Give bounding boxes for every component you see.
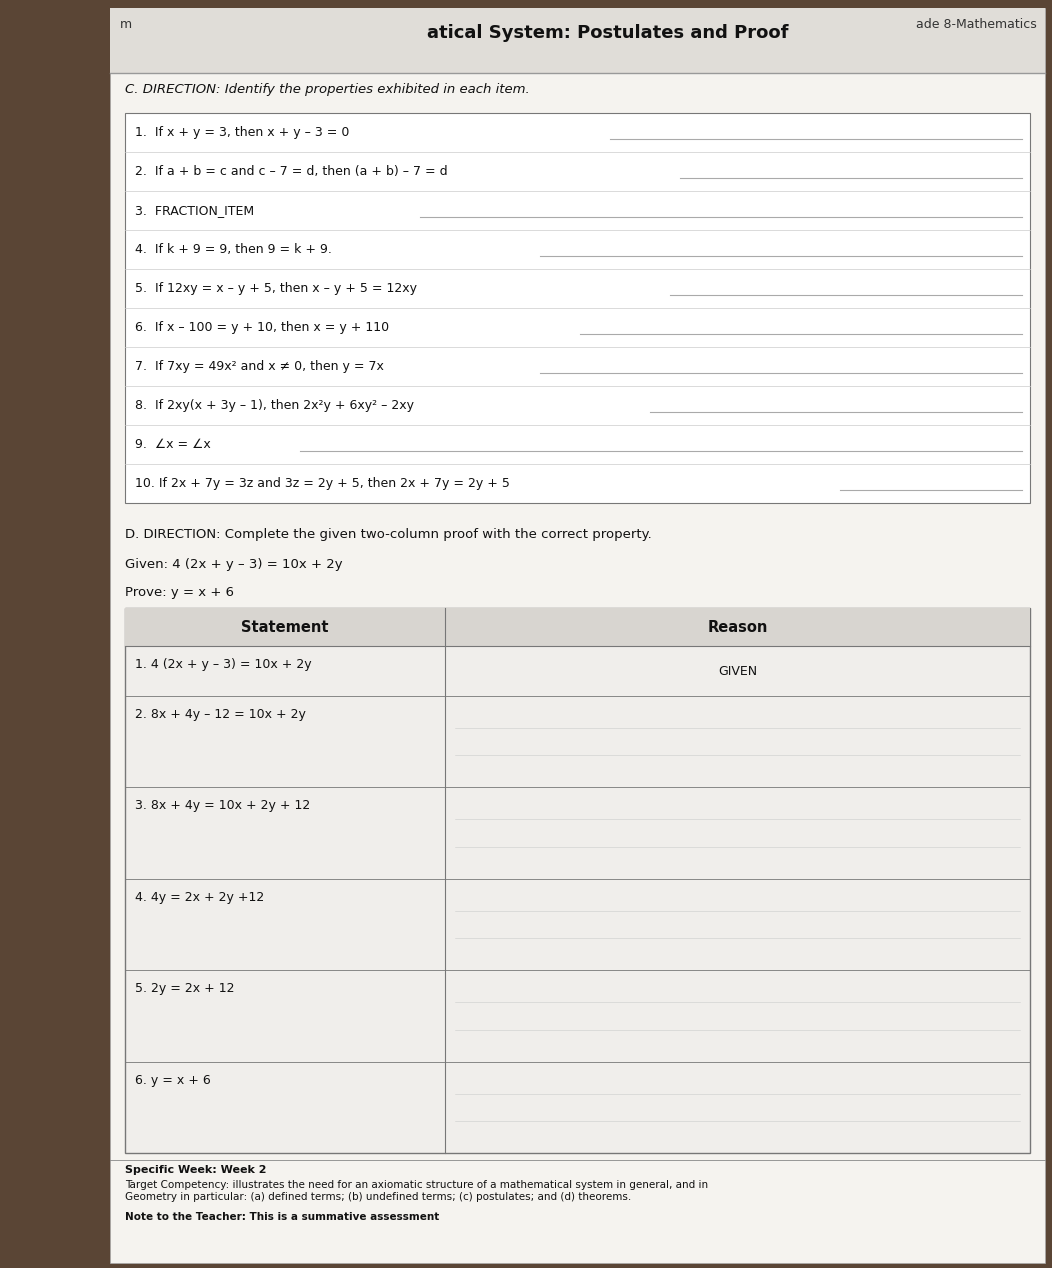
Text: Target Competency: illustrates the need for an axiomatic structure of a mathemat: Target Competency: illustrates the need …: [125, 1181, 708, 1202]
Text: 4.  If k + 9 = 9, then 9 = k + 9.: 4. If k + 9 = 9, then 9 = k + 9.: [135, 243, 331, 256]
Text: atical System: Postulates and Proof: atical System: Postulates and Proof: [427, 24, 788, 42]
Bar: [125, 113, 1030, 503]
Text: Statement: Statement: [241, 620, 328, 634]
Text: 9.  ∠x = ∠x: 9. ∠x = ∠x: [135, 437, 210, 451]
Text: GIVEN: GIVEN: [717, 664, 757, 677]
Text: 8.  If 2xy(x + 3y – 1), then 2x²y + 6xy² – 2xy: 8. If 2xy(x + 3y – 1), then 2x²y + 6xy² …: [135, 399, 414, 412]
Text: m: m: [120, 18, 133, 30]
Text: 1. 4 (2x + y – 3) = 10x + 2y: 1. 4 (2x + y – 3) = 10x + 2y: [135, 658, 311, 671]
Text: C. DIRECTION: Identify the properties exhibited in each item.: C. DIRECTION: Identify the properties ex…: [125, 82, 530, 96]
Text: 5.  If 12xy = x – y + 5, then x – y + 5 = 12xy: 5. If 12xy = x – y + 5, then x – y + 5 =…: [135, 281, 417, 295]
Text: 2. 8x + 4y – 12 = 10x + 2y: 2. 8x + 4y – 12 = 10x + 2y: [135, 708, 306, 721]
Bar: [125, 607, 1030, 1153]
Text: Given: 4 (2x + y – 3) = 10x + 2y: Given: 4 (2x + y – 3) = 10x + 2y: [125, 558, 343, 571]
Text: D. DIRECTION: Complete the given two-column proof with the correct property.: D. DIRECTION: Complete the given two-col…: [125, 527, 652, 541]
Text: 4. 4y = 2x + 2y +12: 4. 4y = 2x + 2y +12: [135, 891, 264, 904]
Text: Reason: Reason: [707, 620, 768, 634]
Text: Specific Week: Week 2: Specific Week: Week 2: [125, 1165, 266, 1175]
Text: 6.  If x – 100 = y + 10, then x = y + 110: 6. If x – 100 = y + 10, then x = y + 110: [135, 321, 389, 333]
Text: 5. 2y = 2x + 12: 5. 2y = 2x + 12: [135, 983, 235, 995]
Text: 6. y = x + 6: 6. y = x + 6: [135, 1074, 210, 1087]
Text: 7.  If 7xy = 49x² and x ≠ 0, then y = 7x: 7. If 7xy = 49x² and x ≠ 0, then y = 7x: [135, 360, 384, 373]
Text: 3. 8x + 4y = 10x + 2y + 12: 3. 8x + 4y = 10x + 2y + 12: [135, 799, 310, 813]
Text: Prove: y = x + 6: Prove: y = x + 6: [125, 586, 234, 598]
Bar: [110, 8, 1045, 74]
Text: Note to the Teacher: This is a summative assessment: Note to the Teacher: This is a summative…: [125, 1212, 440, 1222]
Text: 10. If 2x + 7y = 3z and 3z = 2y + 5, then 2x + 7y = 2y + 5: 10. If 2x + 7y = 3z and 3z = 2y + 5, the…: [135, 477, 510, 489]
Bar: [110, 8, 1045, 1263]
Text: 2.  If a + b = c and c – 7 = d, then (a + b) – 7 = d: 2. If a + b = c and c – 7 = d, then (a +…: [135, 165, 447, 178]
Bar: [125, 607, 1030, 645]
Text: 1.  If x + y = 3, then x + y – 3 = 0: 1. If x + y = 3, then x + y – 3 = 0: [135, 126, 349, 139]
Text: ade 8-Mathematics: ade 8-Mathematics: [916, 18, 1037, 30]
Bar: [0, 0, 105, 1268]
Text: 3.  FRACTION_ITEM: 3. FRACTION_ITEM: [135, 204, 255, 217]
